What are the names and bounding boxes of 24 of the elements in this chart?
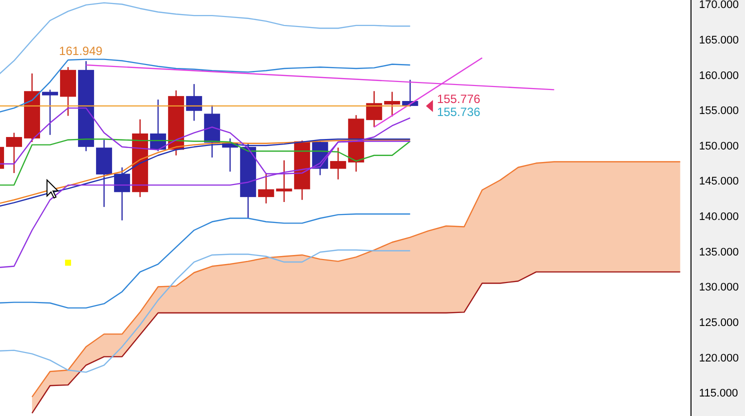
candlestick <box>186 83 202 122</box>
y-tick-label: 140.000 <box>699 211 739 224</box>
candlestick <box>6 132 22 174</box>
candlestick <box>330 147 346 180</box>
candlestick <box>366 90 382 128</box>
y-tick-label: 135.000 <box>699 246 739 258</box>
y-tick-label: 125.000 <box>699 316 739 329</box>
y-tick-label: 155.000 <box>699 105 739 118</box>
y-tick-label: 165.000 <box>699 34 739 46</box>
candlestick <box>384 91 400 118</box>
annotation: 155.736 <box>436 104 481 119</box>
annotation: 155.776 <box>436 92 481 106</box>
y-tick-label: 115.000 <box>699 388 738 400</box>
y-tick-label: 120.000 <box>699 352 739 364</box>
y-tick-label: 130.000 <box>699 282 739 294</box>
candlestick <box>276 160 292 203</box>
line-series <box>31 271 681 414</box>
annotation: 161.949 <box>59 44 103 58</box>
candlestick <box>42 89 58 136</box>
candlestick <box>258 172 274 204</box>
y-tick-label: 145.000 <box>699 176 739 188</box>
y-tick-label: 170.000 <box>699 0 739 12</box>
y-tick-label: 160.000 <box>699 70 739 82</box>
y-tick-label: 150.000 <box>699 140 739 152</box>
